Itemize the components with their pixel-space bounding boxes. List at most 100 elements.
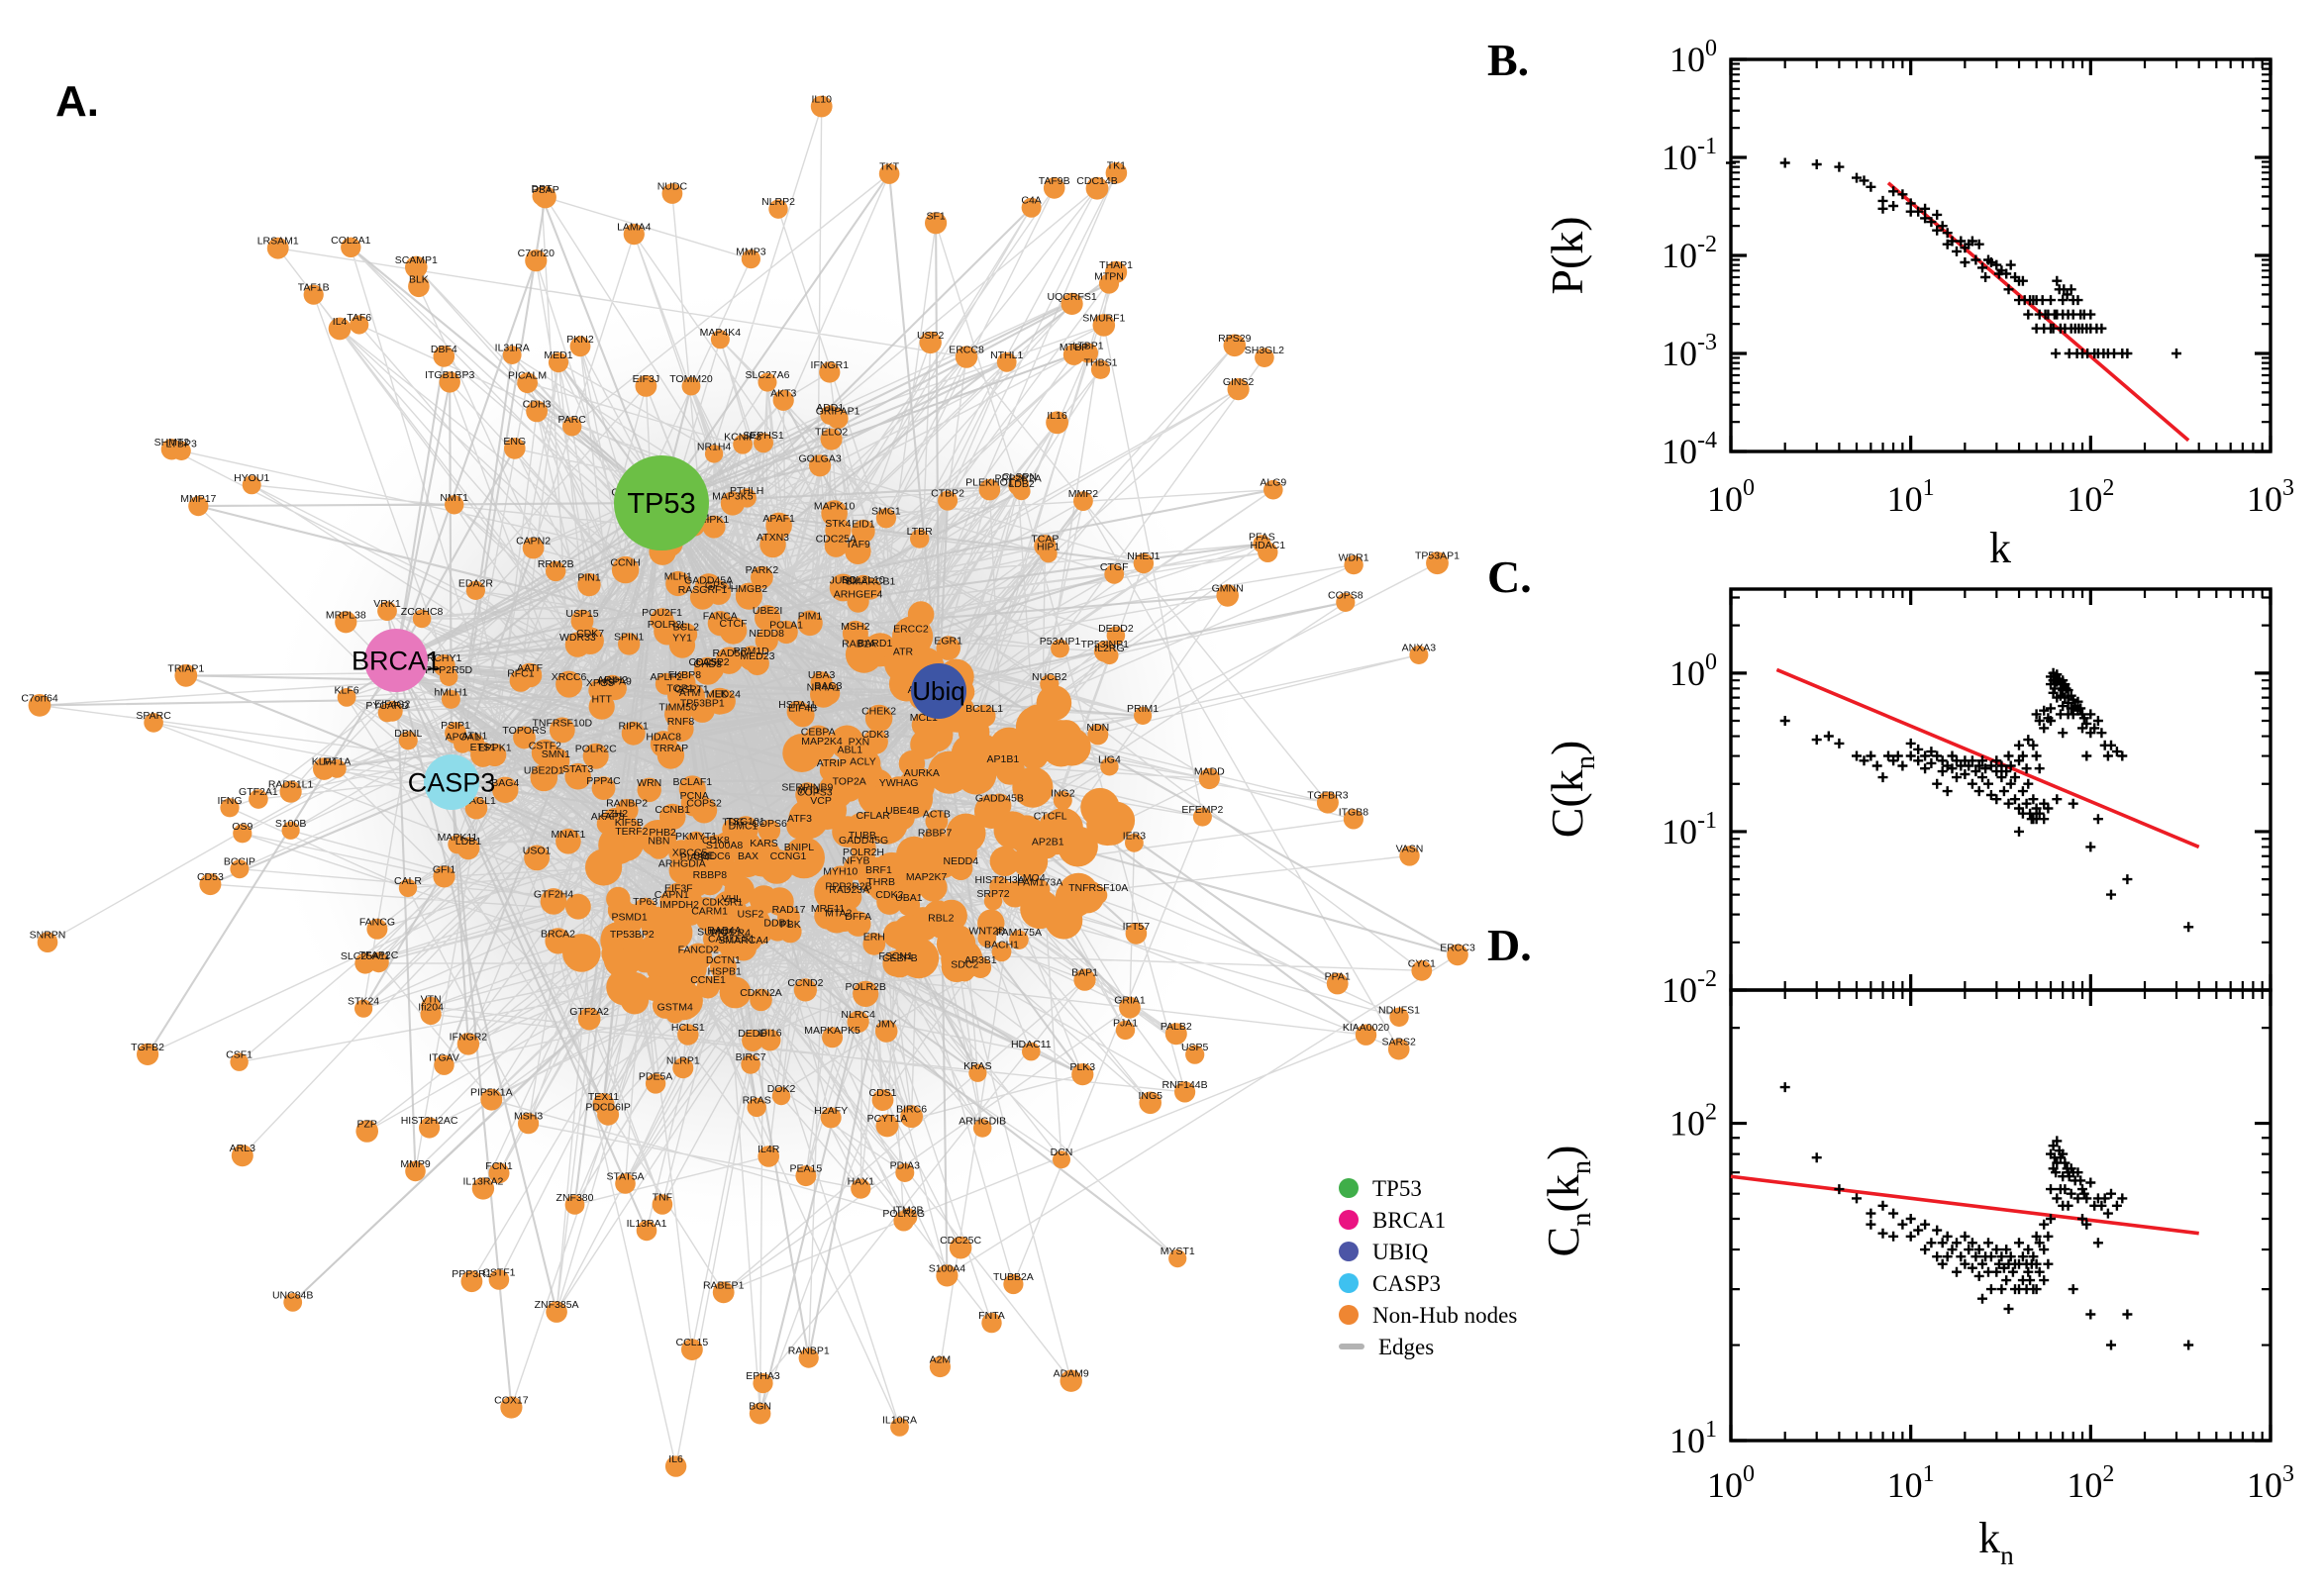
- non-hub-node: [914, 872, 939, 896]
- non-hub-node: [546, 560, 566, 582]
- node-swatch-icon: [1339, 1210, 1359, 1230]
- scatter-points: [1779, 1082, 2194, 1350]
- non-hub-node: [440, 667, 458, 686]
- non-hub-node: [1073, 968, 1096, 991]
- node-label: KRAS: [963, 1060, 992, 1072]
- node-label: TOP1: [666, 682, 693, 694]
- node-label: BRE: [693, 849, 715, 861]
- non-hub-node: [313, 757, 336, 780]
- non-hub-node: [420, 1003, 442, 1025]
- node-label: CTBP2: [931, 488, 964, 500]
- node-label: PPP4C: [586, 775, 621, 787]
- node-label: NLRP2: [761, 196, 795, 208]
- non-hub-node: [819, 758, 844, 782]
- non-hub-node: [875, 1114, 899, 1138]
- tick-label: 100: [1707, 475, 1755, 519]
- non-hub-node: [710, 953, 737, 981]
- node-label: ETS1: [470, 742, 496, 753]
- non-hub-node: [513, 726, 536, 749]
- node-label: RFC1: [507, 668, 535, 680]
- non-hub-node: [405, 255, 428, 279]
- node-label: LAMA4: [617, 222, 652, 234]
- non-hub-node: [681, 1339, 703, 1360]
- node-label: ARHGDIA: [658, 857, 706, 869]
- node-label: NR1H4: [697, 441, 732, 452]
- node-label: PPP2R2B: [825, 880, 871, 892]
- node-label: C7orf64: [21, 692, 58, 704]
- node-label: YY1: [672, 633, 692, 645]
- tick-label: 102: [2067, 1461, 2114, 1505]
- node-label: CEBPA: [801, 726, 836, 738]
- non-hub-node: [525, 249, 548, 272]
- axis-label: Cn(kn): [1538, 1146, 1597, 1257]
- node-label: STK24: [348, 996, 379, 1008]
- node-label: CCNG1: [770, 850, 807, 862]
- non-hub-node: [853, 980, 879, 1008]
- node-label: GADD45A: [684, 574, 733, 586]
- non-hub-node: [1255, 348, 1274, 368]
- node-label: CAPN2: [516, 536, 551, 548]
- non-hub-node: [577, 1007, 601, 1031]
- node-label: USP5: [1181, 1042, 1209, 1053]
- panel-b-label: B.: [1487, 35, 1530, 85]
- non-hub-node: [991, 942, 1012, 962]
- node-label: SCAMP1: [395, 254, 438, 266]
- node-label: PSAP: [532, 184, 559, 196]
- non-hub-node: [1389, 1007, 1409, 1027]
- node-label: ERH: [863, 931, 885, 943]
- node-label: RNF144B: [1162, 1079, 1208, 1091]
- non-hub-node: [230, 859, 250, 879]
- node-label: MAP4K4: [700, 327, 742, 339]
- legend-label: CASP3: [1372, 1270, 1442, 1296]
- legend-item: Edges: [1339, 1331, 1517, 1362]
- non-hub-node: [778, 920, 802, 944]
- node-label: VCP: [810, 795, 832, 807]
- node-label: GADD45B: [975, 793, 1024, 805]
- non-hub-node: [996, 351, 1017, 372]
- non-hub-node: [1115, 1020, 1136, 1041]
- node-label: LDB1: [455, 836, 481, 848]
- non-hub-node: [1043, 177, 1065, 199]
- node-label: HSPA1L: [778, 699, 818, 711]
- node-label: IFNGR2: [450, 1031, 488, 1043]
- node-label: NUCB2: [1032, 671, 1067, 683]
- node-label: HIP1: [1037, 541, 1060, 552]
- tick-label: 100: [1669, 649, 1717, 693]
- non-hub-node: [1044, 720, 1076, 752]
- node-label: CDK2: [875, 889, 903, 901]
- node-label: BCL2: [673, 622, 699, 634]
- non-hub-node: [729, 820, 758, 848]
- node-label: XRCC6: [552, 671, 587, 683]
- non-hub-node: [787, 843, 811, 866]
- hub-label-tp53: TP53: [627, 488, 695, 520]
- node-label: CARM1: [691, 906, 728, 918]
- node-label: ITM2B: [893, 1205, 924, 1217]
- non-hub-node: [1040, 674, 1060, 694]
- non-hub-node: [684, 943, 713, 971]
- node-label: COPS2: [686, 797, 722, 809]
- non-hub-node: [1125, 833, 1144, 852]
- tick-label: 10-3: [1662, 330, 1717, 373]
- node-label: PDE5A: [639, 1070, 672, 1082]
- node-label: CTGF: [1100, 561, 1129, 573]
- node-label: CSTF1: [482, 1267, 515, 1279]
- node-label: CDK7: [576, 628, 604, 640]
- minor-ticks: [1731, 990, 2271, 1441]
- node-label: C7orf20: [518, 248, 556, 259]
- node-label: LTBP1: [1072, 341, 1103, 352]
- node-label: IER3: [1123, 830, 1147, 842]
- node-label: TNF: [653, 1192, 672, 1204]
- plot-frame: [1729, 57, 2272, 453]
- node-label: VTN: [421, 994, 442, 1006]
- node-label: UBA3: [808, 669, 836, 681]
- node-label: PRIM1: [1127, 703, 1159, 715]
- non-hub-node: [1343, 809, 1364, 830]
- non-hub-node: [502, 346, 522, 364]
- node-label: DEDD: [738, 1028, 767, 1040]
- node-label: DOK2: [767, 1083, 796, 1095]
- node-label: MMP17: [180, 493, 216, 505]
- legend-label: UBIQ: [1372, 1239, 1429, 1264]
- hub-label-casp3: CASP3: [408, 767, 496, 797]
- node-label: XRCC5: [672, 848, 708, 859]
